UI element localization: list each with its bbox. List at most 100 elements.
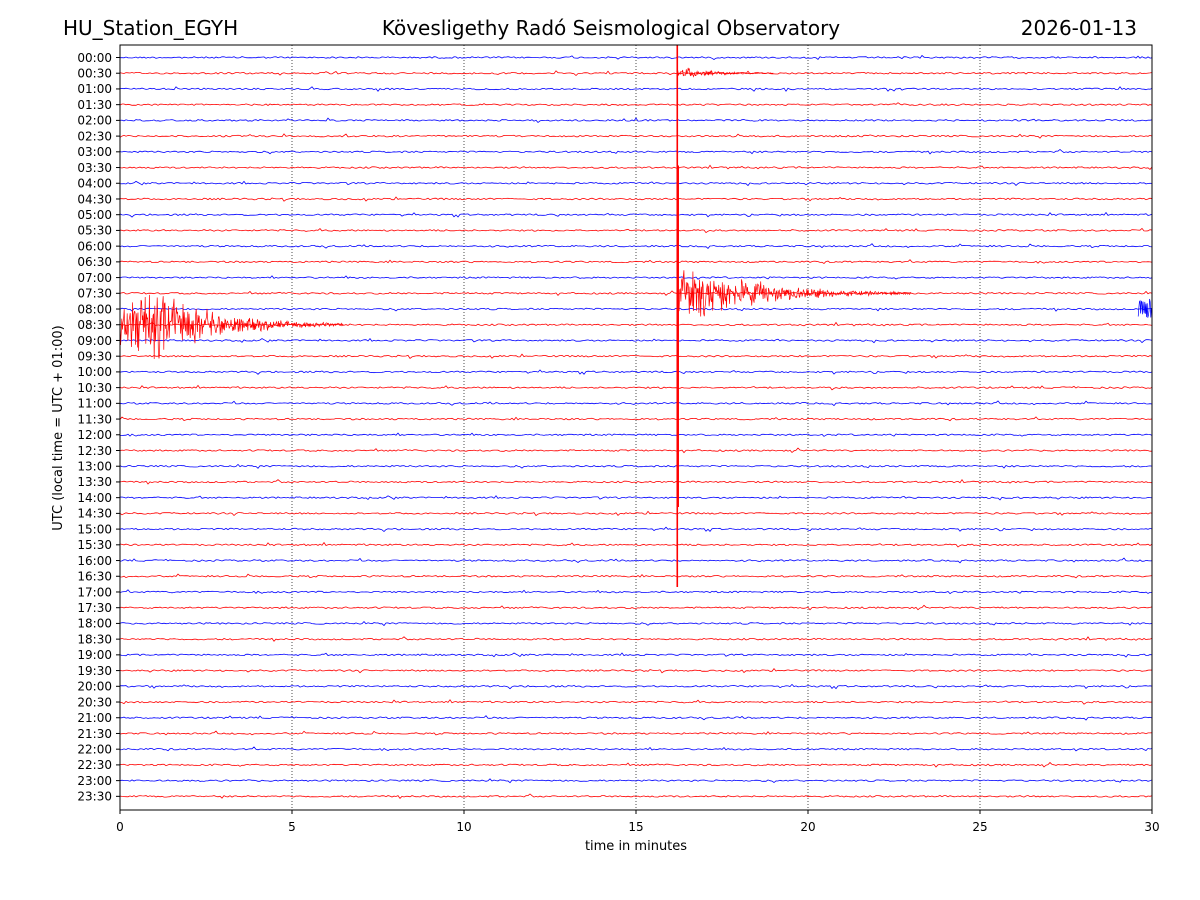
trace-row [119,621,1153,627]
y-tick-label: 12:00 [77,428,112,442]
trace-row [119,290,1153,297]
trace-row [119,793,1153,800]
trace-row [119,778,1153,784]
y-axis-label: UTC (local time = UTC + 01:00) [51,325,66,530]
plot-frame [119,44,1153,811]
y-tick-label: 07:00 [77,271,112,285]
event-waveform [676,270,912,317]
trace-row [119,148,1153,155]
y-tick-label: 14:30 [77,507,112,521]
trace-row [119,573,1153,579]
y-tick-label: 18:00 [77,617,112,631]
x-tick-label: 10 [456,820,471,834]
y-tick-label: 15:00 [77,522,112,536]
y-tick-label: 08:00 [77,302,112,316]
y-tick-label: 19:30 [77,664,112,678]
trace-row [119,416,1153,422]
trace-row [119,164,1153,170]
trace-row [119,636,1153,642]
trace-row [119,730,1153,736]
trace-row [119,699,1153,705]
y-tick-label: 01:00 [77,82,112,96]
x-axis-label: time in minutes [585,839,687,854]
event-waveforms [119,45,1152,587]
y-tick-label: 16:00 [77,554,112,568]
y-tick-label: 09:30 [77,349,112,363]
y-tick-label: 23:30 [77,790,112,804]
x-tick-label: 5 [288,820,296,834]
trace-row [119,715,1153,721]
trace-row [119,211,1153,218]
y-tick-label: 00:00 [77,51,112,65]
trace-row [119,478,1153,485]
y-tick-label: 12:30 [77,444,112,458]
trace-row [119,86,1153,92]
y-tick-label: 05:00 [77,208,112,222]
y-tick-label: 21:30 [77,727,112,741]
trace-row [119,652,1153,658]
trace-row [119,384,1153,391]
trace-row [119,70,1153,77]
trace-row [119,432,1153,437]
event-waveform [1137,298,1152,318]
event-waveform [676,67,774,78]
y-tick-label: 10:30 [77,381,112,395]
y-tick-label: 13:00 [77,460,112,474]
y-tick-label: 03:30 [77,161,112,175]
trace-row [119,510,1153,517]
y-tick-label: 11:30 [77,412,112,426]
y-tick-label: 08:30 [77,318,112,332]
trace-row [119,337,1153,344]
y-tick-label: 20:30 [77,695,112,709]
trace-row [119,259,1153,265]
y-tick-label: 17:30 [77,601,112,615]
trace-row [119,447,1152,454]
y-tick-label: 04:00 [77,177,112,191]
y-tick-label: 05:30 [77,224,112,238]
trace-row [119,667,1153,674]
trace-row [119,227,1153,234]
trace-row [119,604,1153,611]
trace-row [119,761,1153,768]
trace-row [119,133,1153,139]
y-tick-label: 18:30 [77,632,112,646]
trace-row [119,400,1153,407]
event-waveform [119,294,344,360]
y-tick-label: 17:00 [77,585,112,599]
trace-row [119,243,1153,249]
station-title: HU_Station_EGYH [63,16,238,40]
trace-row [119,196,1153,202]
y-tick-label: 04:30 [77,192,112,206]
x-tick-label: 0 [116,820,124,834]
date-title: 2026-01-13 [1021,16,1137,40]
y-tick-label: 07:30 [77,287,112,301]
y-tick-label: 22:00 [77,742,112,756]
y-tick-label: 00:30 [77,67,112,81]
y-tick-label: 03:00 [77,145,112,159]
y-tick-label: 14:00 [77,491,112,505]
trace-row [119,683,1153,690]
y-tick-label: 02:00 [77,114,112,128]
y-tick-label: 21:00 [77,711,112,725]
trace-row [119,369,1153,375]
y-tick-label: 06:00 [77,239,112,253]
trace-lines [119,54,1153,800]
trace-row [119,117,1153,124]
trace-row [119,495,1153,501]
trace-row [119,541,1153,548]
y-tick-label: 11:00 [77,397,112,411]
x-tick-label: 30 [1144,820,1159,834]
x-tick-labels: 0 5 10 15 20 25 30 [116,810,1160,834]
trace-row [119,353,1153,359]
y-tick-label: 02:30 [77,129,112,143]
trace-row [119,589,1152,595]
trace-row [119,463,1153,469]
x-tick-label: 20 [800,820,815,834]
y-tick-label: 10:00 [77,365,112,379]
trace-row [119,557,1153,564]
y-tick-label: 19:00 [77,648,112,662]
y-tick-label: 16:30 [77,570,112,584]
y-tick-label: 20:00 [77,680,112,694]
